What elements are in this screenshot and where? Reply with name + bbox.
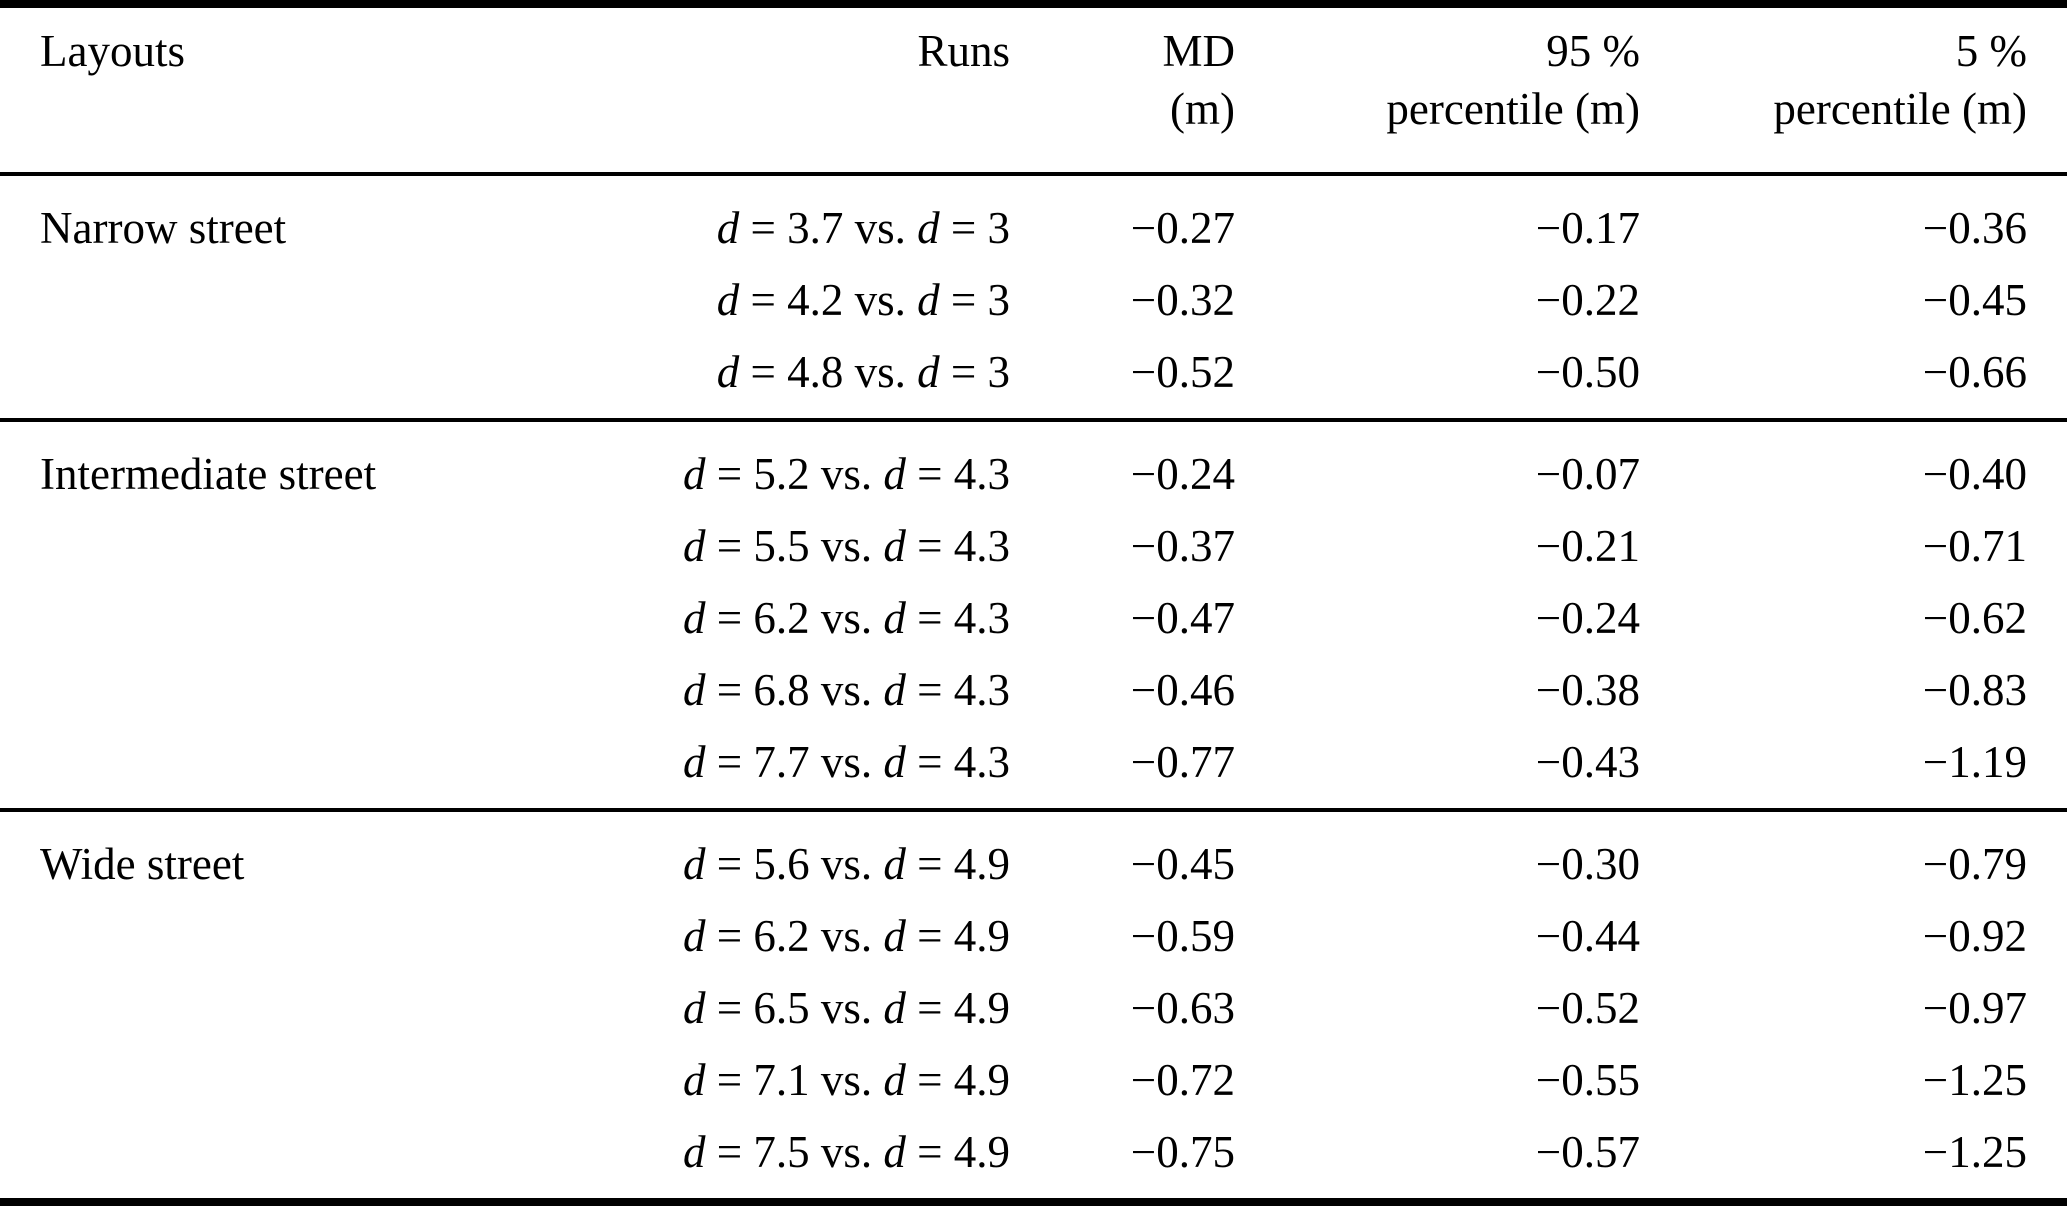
md-cell: −0.72 xyxy=(1130,1055,1235,1105)
md-cell: −0.46 xyxy=(1130,665,1235,715)
p5-cell: −0.71 xyxy=(1922,521,2027,571)
run-cell: d = 4.2 vs. d = 3 xyxy=(716,275,1010,325)
layout-cell xyxy=(0,1116,500,1202)
layout-cell xyxy=(0,726,500,810)
p5-cell: −1.25 xyxy=(1922,1055,2027,1105)
col-header-p95: 95 % percentile (m) xyxy=(1235,4,1640,176)
table-row: d = 6.2 vs. d = 4.9 −0.59 −0.44 −0.92 xyxy=(0,900,2067,972)
p5-cell: −0.92 xyxy=(1922,911,2027,961)
layout-cell xyxy=(0,1044,500,1116)
run-cell: d = 7.7 vs. d = 4.3 xyxy=(682,737,1010,787)
p95-cell: −0.22 xyxy=(1535,275,1640,325)
table-header: Layouts Runs MD (m) 95 % percentile (m) … xyxy=(0,4,2067,176)
layout-cell xyxy=(0,336,500,420)
run-cell: d = 6.8 vs. d = 4.3 xyxy=(682,665,1010,715)
p95-cell: −0.50 xyxy=(1535,347,1640,397)
run-cell: d = 5.6 vs. d = 4.9 xyxy=(682,839,1010,889)
p5-cell: −0.40 xyxy=(1922,449,2027,499)
table-row: d = 6.5 vs. d = 4.9 −0.63 −0.52 −0.97 xyxy=(0,972,2067,1044)
table-row: d = 4.8 vs. d = 3 −0.52 −0.50 −0.66 xyxy=(0,336,2067,420)
run-cell: d = 5.2 vs. d = 4.3 xyxy=(682,449,1010,499)
run-cell: d = 6.5 vs. d = 4.9 xyxy=(682,983,1010,1033)
section-wide-street: Wide street d = 5.6 vs. d = 4.9 −0.45 −0.30… xyxy=(0,810,2067,1202)
layout-cell xyxy=(0,510,500,582)
md-cell: −0.27 xyxy=(1130,203,1235,253)
p5-cell: −0.97 xyxy=(1922,983,2027,1033)
p5-cell: −1.25 xyxy=(1922,1127,2027,1177)
col-header-p5-label: 5 % xyxy=(1955,26,2027,76)
p5-cell: −0.36 xyxy=(1922,203,2027,253)
layout-cell: Narrow street xyxy=(40,203,287,253)
col-header-layouts: Layouts xyxy=(0,4,500,176)
p95-cell: −0.17 xyxy=(1535,203,1640,253)
p5-cell: −0.66 xyxy=(1922,347,2027,397)
md-cell: −0.77 xyxy=(1130,737,1235,787)
layout-cell xyxy=(0,972,500,1044)
p95-cell: −0.30 xyxy=(1535,839,1640,889)
col-header-layouts-label: Layouts xyxy=(40,26,185,76)
layout-cell: Intermediate street xyxy=(40,449,377,499)
header-row: Layouts Runs MD (m) 95 % percentile (m) … xyxy=(0,4,2067,176)
p95-cell: −0.24 xyxy=(1535,593,1640,643)
p95-cell: −0.52 xyxy=(1535,983,1640,1033)
layout-cell xyxy=(0,264,500,336)
table-row: d = 6.8 vs. d = 4.3 −0.46 −0.38 −0.83 xyxy=(0,654,2067,726)
table-row: Wide street d = 5.6 vs. d = 4.9 −0.45 −0.30… xyxy=(0,810,2067,900)
p5-cell: −0.79 xyxy=(1922,839,2027,889)
md-cell: −0.63 xyxy=(1130,983,1235,1033)
p5-cell: −0.62 xyxy=(1922,593,2027,643)
layout-cell xyxy=(0,900,500,972)
run-cell: d = 5.5 vs. d = 4.3 xyxy=(682,521,1010,571)
md-cell: −0.47 xyxy=(1130,593,1235,643)
col-header-runs: Runs xyxy=(500,4,1010,176)
col-header-p95-label2: percentile (m) xyxy=(1386,84,1640,134)
p95-cell: −0.57 xyxy=(1535,1127,1640,1177)
col-header-runs-label: Runs xyxy=(917,26,1010,76)
run-cell: d = 3.7 vs. d = 3 xyxy=(716,203,1010,253)
md-cell: −0.59 xyxy=(1130,911,1235,961)
p95-cell: −0.21 xyxy=(1535,521,1640,571)
table-row: d = 4.2 vs. d = 3 −0.32 −0.22 −0.45 xyxy=(0,264,2067,336)
run-cell: d = 6.2 vs. d = 4.3 xyxy=(682,593,1010,643)
p95-cell: −0.43 xyxy=(1535,737,1640,787)
run-cell: d = 6.2 vs. d = 4.9 xyxy=(682,911,1010,961)
section-narrow-street: Narrow street d = 3.7 vs. d = 3 −0.27 −0.17… xyxy=(0,174,2067,420)
col-header-md-label2: (m) xyxy=(1170,84,1235,134)
col-header-md: MD (m) xyxy=(1010,4,1235,176)
table-row: d = 7.7 vs. d = 4.3 −0.77 −0.43 −1.19 xyxy=(0,726,2067,810)
table-row: Narrow street d = 3.7 vs. d = 3 −0.27 −0.17… xyxy=(0,174,2067,264)
md-cell: −0.45 xyxy=(1130,839,1235,889)
table-row: d = 7.5 vs. d = 4.9 −0.75 −0.57 −1.25 xyxy=(0,1116,2067,1202)
run-cell: d = 7.5 vs. d = 4.9 xyxy=(682,1127,1010,1177)
md-cell: −0.52 xyxy=(1130,347,1235,397)
md-cell: −0.75 xyxy=(1130,1127,1235,1177)
col-header-p5: 5 % percentile (m) xyxy=(1640,4,2067,176)
p95-cell: −0.55 xyxy=(1535,1055,1640,1105)
p5-cell: −0.45 xyxy=(1922,275,2027,325)
table-row: d = 7.1 vs. d = 4.9 −0.72 −0.55 −1.25 xyxy=(0,1044,2067,1116)
md-cell: −0.24 xyxy=(1130,449,1235,499)
layout-cell xyxy=(0,582,500,654)
col-header-md-label: MD xyxy=(1162,26,1235,76)
section-intermediate-street: Intermediate street d = 5.2 vs. d = 4.3 −0… xyxy=(0,420,2067,810)
layout-cell xyxy=(0,654,500,726)
p95-cell: −0.07 xyxy=(1535,449,1640,499)
p5-cell: −1.19 xyxy=(1922,737,2027,787)
layout-cell: Wide street xyxy=(40,839,245,889)
md-cell: −0.32 xyxy=(1130,275,1235,325)
col-header-p95-label: 95 % xyxy=(1546,26,1640,76)
table-row: d = 6.2 vs. d = 4.3 −0.47 −0.24 −0.62 xyxy=(0,582,2067,654)
md-cell: −0.37 xyxy=(1130,521,1235,571)
table-row: Intermediate street d = 5.2 vs. d = 4.3 −0… xyxy=(0,420,2067,510)
col-header-p5-label2: percentile (m) xyxy=(1773,84,2027,134)
run-cell: d = 4.8 vs. d = 3 xyxy=(716,347,1010,397)
p95-cell: −0.38 xyxy=(1535,665,1640,715)
p95-cell: −0.44 xyxy=(1535,911,1640,961)
run-cell: d = 7.1 vs. d = 4.9 xyxy=(682,1055,1010,1105)
table-row: d = 5.5 vs. d = 4.3 −0.37 −0.21 −0.71 xyxy=(0,510,2067,582)
p5-cell: −0.83 xyxy=(1922,665,2027,715)
